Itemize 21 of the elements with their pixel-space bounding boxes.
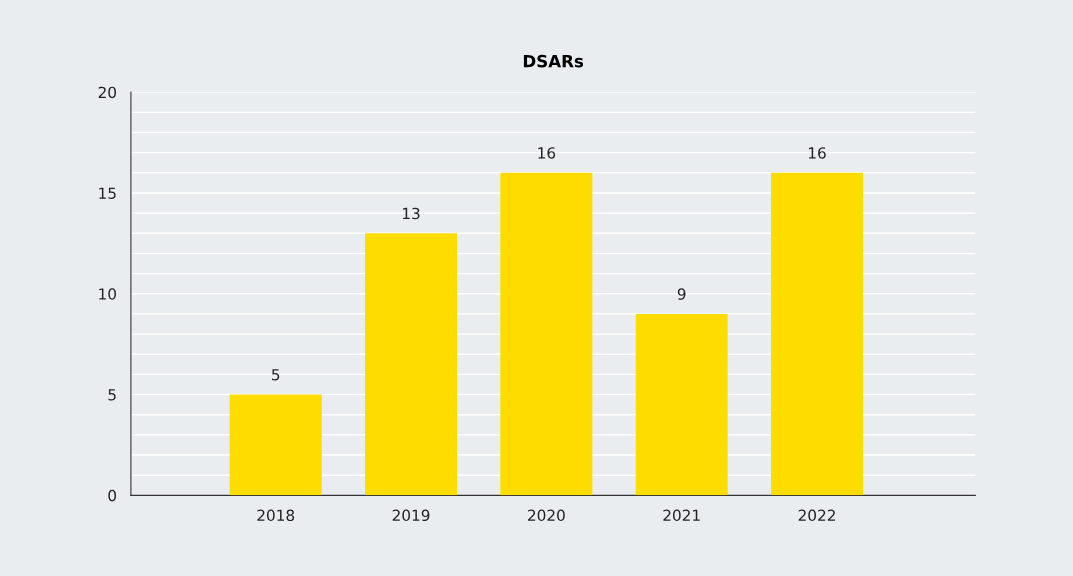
bar	[635, 313, 728, 496]
data-label: 13	[402, 207, 420, 220]
bar	[365, 233, 458, 496]
chart-title: DSARs	[523, 54, 584, 68]
y-tick-label: 20	[98, 86, 116, 99]
y-tick-label: 0	[108, 489, 116, 502]
x-tick-label: 2020	[528, 509, 565, 522]
data-label: 16	[808, 147, 826, 159]
bar	[500, 172, 593, 496]
y-tick-label: 10	[99, 288, 116, 300]
data-label: 5	[272, 369, 280, 381]
x-tick-label: 2018	[257, 509, 295, 522]
y-tick-label: 5	[108, 389, 116, 401]
x-tick-label: 2019	[392, 509, 430, 522]
data-label: 16	[538, 147, 556, 159]
bar	[771, 172, 864, 496]
x-tick-label: 2021	[663, 509, 700, 522]
x-tick-label: 2022	[798, 509, 835, 522]
data-label: 9	[677, 288, 686, 300]
y-tick-label: 15	[99, 187, 116, 199]
bar	[229, 394, 322, 496]
